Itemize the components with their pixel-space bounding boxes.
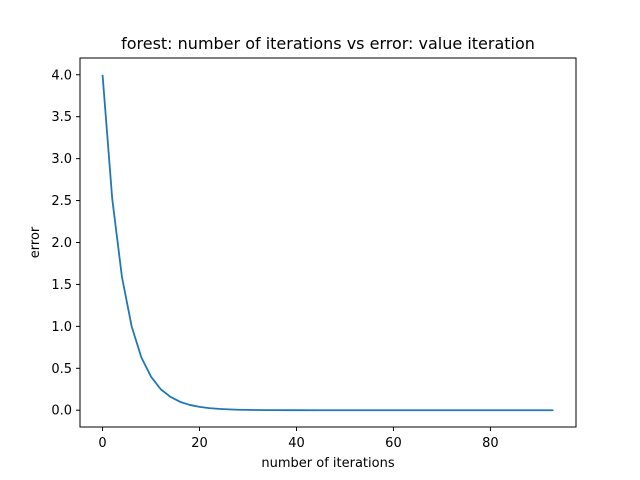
series-layer — [101, 74, 554, 412]
x-tick-label: 0 — [98, 436, 106, 451]
y-tick-label: 3.0 — [51, 152, 72, 167]
y-tick-label: 2.5 — [51, 194, 72, 209]
x-tick-label: 20 — [191, 436, 208, 451]
ticks-layer: 0 20 40 60 80 0.0 0.5 1.0 1.5 2.0 2.5 3.0 3.5 4.0 — [51, 68, 498, 451]
chart-title: forest: number of iterations vs error: v… — [121, 34, 535, 53]
y-tick-label: 2.0 — [51, 236, 72, 251]
plot-area — [80, 58, 576, 427]
y-tick-label: 4.0 — [51, 68, 72, 83]
y-tick-label: 0.0 — [51, 404, 72, 419]
y-tick-label: 1.5 — [51, 278, 72, 293]
plot-frame — [79, 57, 577, 428]
x-tick-label: 40 — [288, 436, 305, 451]
y-tick-label: 1.0 — [51, 320, 72, 335]
y-tick-label: 0.5 — [51, 362, 72, 377]
y-tick-label: 3.5 — [51, 110, 72, 125]
x-axis-label: number of iterations — [261, 456, 394, 471]
x-tick-label: 80 — [482, 436, 499, 451]
y-axis-label: error — [28, 226, 43, 258]
series-line — [101, 74, 554, 412]
x-tick-label: 60 — [385, 436, 402, 451]
